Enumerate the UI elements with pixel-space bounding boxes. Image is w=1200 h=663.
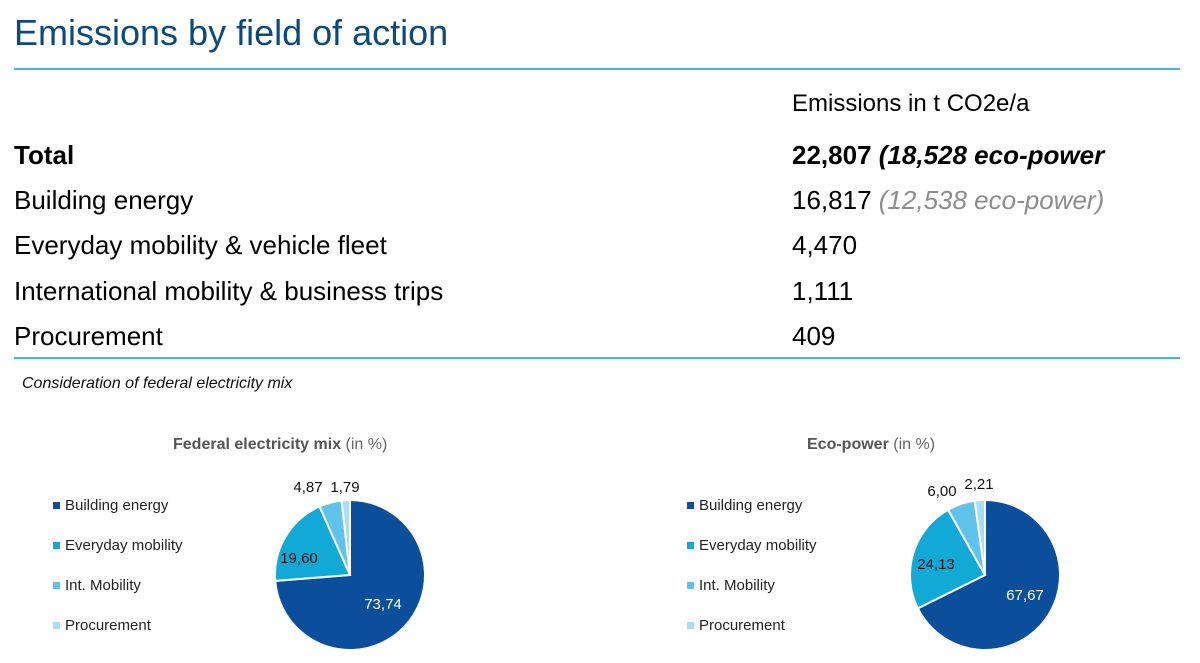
legend-item: Int. Mobility	[53, 577, 141, 594]
row-label: Building energy	[14, 185, 193, 216]
row-value: 409	[792, 321, 835, 352]
legend-swatch	[687, 502, 694, 509]
row-value: 1,111	[792, 276, 853, 307]
row-value: 4,470	[792, 230, 857, 261]
legend-swatch	[687, 622, 694, 629]
legend-item: Procurement	[53, 617, 151, 634]
row-label: Total	[14, 140, 74, 171]
chart-title-eco: Eco-power (in %)	[807, 436, 935, 454]
top-divider	[14, 68, 1180, 70]
chart-title-federal: Federal electricity mix (in %)	[173, 436, 387, 454]
pie-data-label: 1,79	[330, 479, 359, 496]
table-row-building: Building energy 16,817 (12,538 eco-power…	[14, 185, 1180, 225]
pie-data-label: 73,74	[364, 596, 402, 613]
row-note: (18,528 eco-power	[879, 140, 1104, 170]
row-value: 22,807 (18,528 eco-power	[792, 140, 1104, 171]
bottom-divider	[14, 357, 1180, 359]
legend-item: Procurement	[687, 617, 785, 634]
legend-item: Int. Mobility	[687, 577, 775, 594]
pie-data-label: 2,21	[964, 476, 993, 493]
legend-item: Everyday mobility	[687, 537, 817, 554]
pie-data-label: 19,60	[280, 550, 318, 567]
pie-data-label: 6,00	[927, 483, 956, 500]
legend-item: Building energy	[53, 497, 168, 514]
legend-swatch	[53, 502, 60, 509]
row-label: International mobility & business trips	[14, 276, 443, 307]
footnote: Consideration of federal electricity mix	[22, 375, 292, 393]
table-row-everyday: Everyday mobility & vehicle fleet 4,470	[14, 230, 1180, 270]
legend-item: Building energy	[687, 497, 802, 514]
table-row-international: International mobility & business trips …	[14, 276, 1180, 316]
legend-item: Everyday mobility	[53, 537, 183, 554]
pie-data-label: 4,87	[293, 479, 322, 496]
column-header: Emissions in t CO2e/a	[792, 90, 1029, 118]
pie-data-label: 67,67	[1006, 587, 1044, 604]
pie-data-label: 24,13	[917, 556, 955, 573]
legend-swatch	[53, 622, 60, 629]
legend-swatch	[53, 582, 60, 589]
table-row-procurement: Procurement 409	[14, 321, 1180, 361]
legend-swatch	[53, 542, 60, 549]
page-title: Emissions by field of action	[14, 12, 448, 54]
legend-swatch	[687, 582, 694, 589]
table-row-total: Total 22,807 (18,528 eco-power	[14, 140, 1180, 180]
row-label: Procurement	[14, 321, 163, 352]
legend-swatch	[687, 542, 694, 549]
row-label: Everyday mobility & vehicle fleet	[14, 230, 387, 261]
row-value: 16,817 (12,538 eco-power)	[792, 185, 1104, 216]
row-note: (12,538 eco-power)	[879, 185, 1104, 215]
